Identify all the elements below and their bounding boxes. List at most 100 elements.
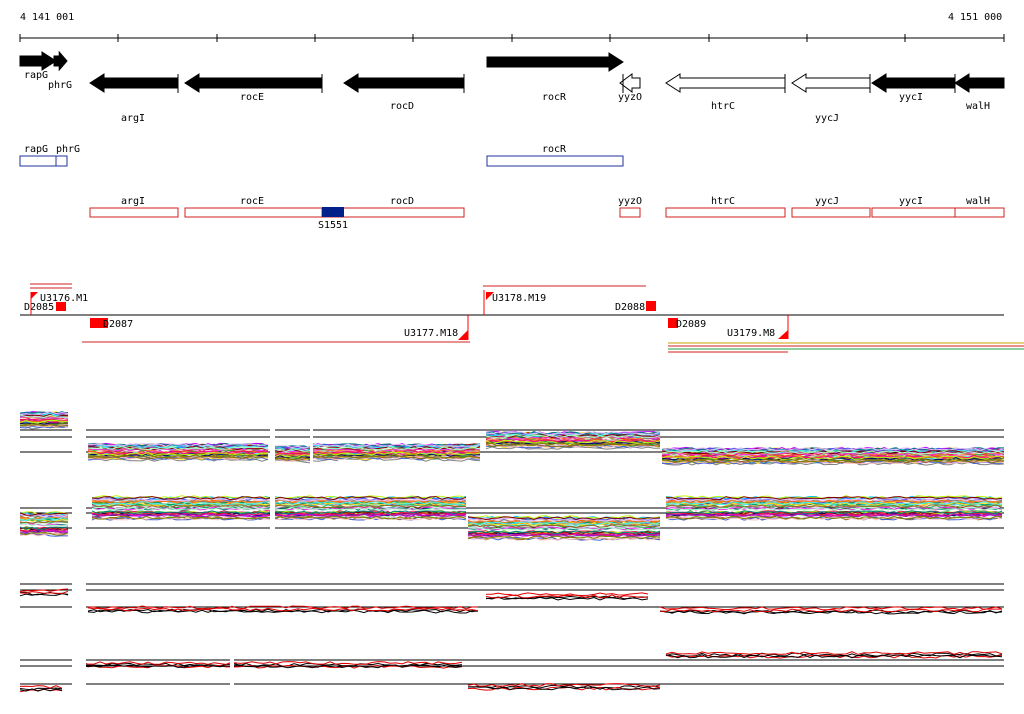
panel-2-profile-line <box>665 499 1003 504</box>
panel-1-profile-line <box>19 421 69 425</box>
panel-2-profile-line <box>19 520 69 524</box>
promoter-marker <box>486 292 494 300</box>
panel-2-profile-line <box>273 504 467 509</box>
panel-1-profile-line <box>273 445 311 449</box>
red-box-label-walH: walH <box>966 196 990 207</box>
transcript-label-u3179: U3179.M8 <box>727 328 775 339</box>
gene-arrow-phrG <box>53 50 68 72</box>
gene-arrow-yyzO <box>619 73 641 93</box>
panel-1-profile-line <box>87 446 269 451</box>
panel-1-profile-line <box>87 443 269 448</box>
panel-3-profile-line <box>485 594 649 599</box>
panel-1-profile-line <box>19 411 69 416</box>
panel-2-profile-line <box>91 501 273 506</box>
panel-2-profile-line <box>665 497 1003 502</box>
gene-label-yyzO: yyzO <box>618 92 642 103</box>
transcript-label-d2085: D2085 <box>24 302 54 313</box>
terminator-marker <box>56 302 66 311</box>
panel-1-profile-line <box>661 453 1005 458</box>
gene-arrow-rocR <box>486 52 624 72</box>
panel-2-profile-line <box>665 496 1003 501</box>
panel-1-profile-line <box>311 455 481 460</box>
panel-1-profile-line <box>87 455 269 460</box>
panel-4-profile-line <box>467 683 661 687</box>
panel-4-profile-line <box>665 651 1003 655</box>
gene-label-walH: walH <box>966 101 990 112</box>
panel-2-profile-line <box>91 513 273 518</box>
panel-1-profile-line <box>273 445 311 449</box>
gene-label-rocD: rocD <box>390 101 414 112</box>
blue-box-phrG <box>55 155 68 167</box>
blue-box-rocR <box>486 155 624 167</box>
panel-2-profile-line <box>665 510 1003 515</box>
panel-1-profile-line <box>273 449 311 453</box>
blue-box-label-rapG: rapG <box>24 144 48 155</box>
transcript-label-u3177: U3177.M18 <box>404 328 458 339</box>
panel-2-profile-line <box>467 530 661 535</box>
panel-1-profile-line <box>661 447 1005 452</box>
red-box-label-argI: argI <box>121 196 145 207</box>
panel-1-profile-line <box>87 451 269 456</box>
panel-1-profile-line <box>311 456 481 460</box>
panel-1-profile-line <box>311 446 481 451</box>
data-gap <box>310 420 313 470</box>
panel-2-profile-line <box>273 513 467 518</box>
transcript-label-u3176: U3176.M1 <box>40 293 88 304</box>
panel-2-profile-line <box>273 506 467 511</box>
panel-1-profile-line <box>19 411 69 415</box>
panel-3-profile-line <box>659 608 1002 613</box>
gene-arrow-walH <box>954 73 1005 93</box>
gene-label-yycI: yycI <box>899 92 923 103</box>
panel-2-profile-line <box>19 517 69 522</box>
promoter-marker <box>458 330 468 340</box>
terminator-marker <box>90 318 108 328</box>
transcript-label-d2089: D2089 <box>676 319 706 330</box>
promoter-marker <box>31 292 38 299</box>
panel-4-profile-line <box>234 664 463 669</box>
panel-2-profile-line <box>273 510 466 515</box>
panel-1-profile-line <box>661 461 1005 466</box>
panel-2-profile-line <box>273 502 467 506</box>
red-box-label-rocE: rocE <box>240 196 264 207</box>
panel-3-profile-line <box>87 607 479 612</box>
panel-2-profile-line <box>665 501 1003 506</box>
panel-4-profile-line <box>19 685 63 689</box>
panel-2-profile-line <box>273 511 467 516</box>
panel-2-profile-line <box>467 515 661 520</box>
gene-arrow-yycJ <box>791 73 871 93</box>
panel-2-profile-line <box>19 531 69 536</box>
blue-box-rapG <box>19 155 57 167</box>
transcript-label-d2087: D2087 <box>103 319 133 330</box>
panel-2-profile-line <box>19 512 69 516</box>
panel-2-profile-line <box>20 529 69 534</box>
panel-4-profile-line <box>81 664 233 668</box>
gene-label-phrG: phrG <box>48 80 72 91</box>
coordinate-end: 4 151 000 <box>948 12 1003 23</box>
red-box-argI <box>89 207 179 218</box>
transcript-label-u3178: U3178.M19 <box>492 293 546 304</box>
panel-1-profile-line <box>661 459 1005 464</box>
panel-2-profile-line <box>665 506 1003 511</box>
panel-1-profile-line <box>661 455 1005 460</box>
red-box-yyzO <box>619 207 641 218</box>
panel-4-profile-line <box>81 661 233 665</box>
panel-1-profile-line <box>19 414 69 418</box>
gene-label-rapG: rapG <box>24 70 48 81</box>
panel-1-profile-line <box>87 455 269 460</box>
red-box-label-htrC: htrC <box>711 196 735 207</box>
panel-2-profile-line <box>91 516 273 521</box>
data-gap <box>72 395 86 700</box>
panel-3-profile-line <box>485 595 649 600</box>
panel-4-profile-line <box>467 686 661 691</box>
panel-2-profile-line <box>467 533 661 538</box>
terminator-marker <box>668 318 678 328</box>
panel-1-profile-line <box>485 440 661 445</box>
panel-1-profile-line <box>311 451 481 456</box>
gene-label-rocR: rocR <box>542 92 567 103</box>
panel-2-profile-line <box>467 516 661 521</box>
panel-2-profile-line <box>91 504 273 509</box>
panel-1-profile-line <box>87 446 269 451</box>
panel-2-profile-line <box>91 499 273 504</box>
terminator-marker <box>646 301 656 311</box>
